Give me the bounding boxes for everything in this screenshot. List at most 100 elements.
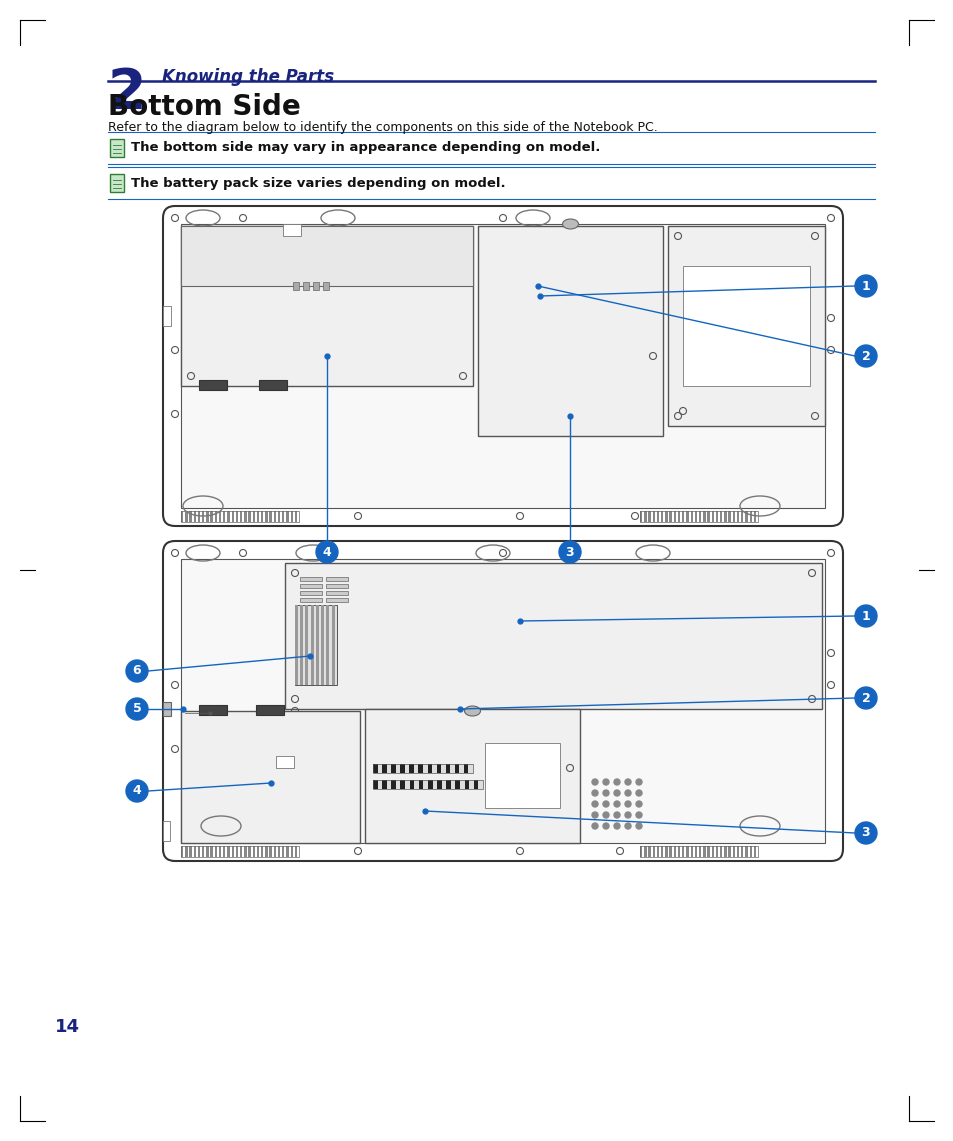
Bar [451,780,455,788]
Bar [163,822,170,841]
Bar [291,511,293,521]
Circle shape [854,605,876,628]
Bar [256,511,259,521]
Bar [484,743,559,808]
Bar [660,511,662,521]
Bar [711,511,713,521]
Bar [193,511,195,521]
Bar [685,511,688,521]
Bar [474,780,477,788]
Bar [258,380,287,390]
Bar [274,845,275,857]
Bar [464,780,469,788]
Bar [409,764,414,772]
Circle shape [592,812,598,818]
Bar [639,511,758,521]
Bar [303,282,309,290]
Bar [685,845,688,857]
Ellipse shape [464,706,480,717]
Bar [190,845,192,857]
Bar [445,764,450,772]
Bar [265,845,268,857]
Bar [432,780,436,788]
Bar [269,511,272,521]
Bar [740,845,742,857]
Bar [436,764,440,772]
Text: 2: 2 [861,349,869,363]
Bar [300,605,303,685]
Circle shape [636,790,641,796]
Bar [409,780,414,788]
Bar [740,511,742,521]
Circle shape [614,801,619,807]
Bar [373,780,377,788]
Bar [715,511,718,521]
Circle shape [602,790,608,796]
Bar [181,845,183,857]
Bar [294,511,296,521]
Bar [286,511,289,521]
Bar [681,511,683,521]
Bar [391,780,395,788]
Bar [428,780,432,788]
Bar [468,764,473,772]
Circle shape [126,780,148,802]
Bar [202,511,204,521]
Bar [206,511,209,521]
Bar [749,511,751,521]
Bar [386,780,391,788]
Text: 4: 4 [132,785,141,798]
Circle shape [636,823,641,830]
Bar [720,845,721,857]
Bar [664,511,667,521]
FancyBboxPatch shape [110,173,124,192]
Bar [223,511,225,521]
Text: 2: 2 [108,66,147,120]
Bar [232,845,233,857]
Bar [365,709,579,843]
Bar [294,605,297,685]
Bar [702,845,705,857]
Bar [373,764,377,772]
Circle shape [592,779,598,785]
Bar [261,845,263,857]
Bar [181,511,183,521]
Circle shape [592,790,598,796]
Circle shape [614,790,619,796]
Bar [253,511,254,521]
Bar [749,845,751,857]
Bar [326,591,348,594]
Bar [753,511,756,521]
Bar [256,845,259,857]
Bar [382,764,386,772]
Bar [299,577,322,581]
Bar [235,845,238,857]
Bar [455,780,459,788]
Circle shape [602,812,608,818]
Bar [736,511,739,521]
Bar [446,780,451,788]
Text: 2: 2 [861,691,869,704]
Circle shape [636,812,641,818]
Circle shape [602,801,608,807]
Ellipse shape [562,219,578,229]
Bar [450,764,455,772]
Bar [400,764,404,772]
Bar [377,780,382,788]
Circle shape [624,790,630,796]
Circle shape [854,687,876,709]
Bar [282,845,284,857]
Bar [181,224,824,508]
Text: 6: 6 [132,664,141,678]
FancyBboxPatch shape [110,139,124,157]
Bar [293,282,298,290]
Text: 5: 5 [132,703,141,715]
Bar [185,511,188,521]
Bar [699,511,700,521]
Bar [459,780,464,788]
Bar [707,511,709,521]
Bar [373,780,482,788]
Bar [639,511,641,521]
Bar [664,845,667,857]
Bar [299,591,322,594]
